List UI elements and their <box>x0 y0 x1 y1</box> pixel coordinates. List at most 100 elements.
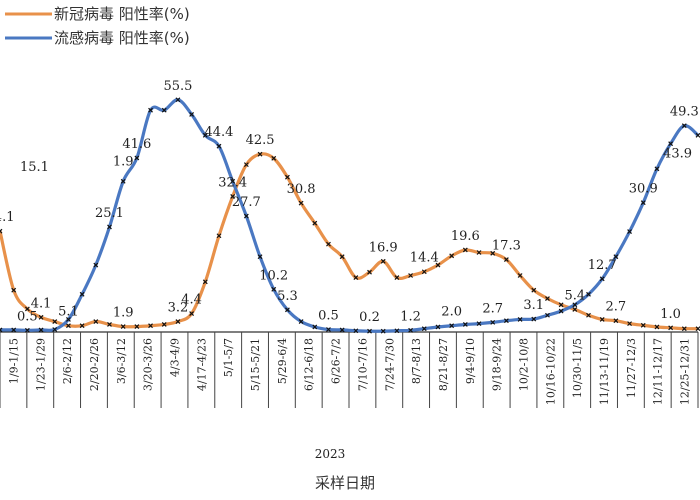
x-tick-label: 5/15-5/21 <box>249 338 262 391</box>
data-label: 17.3 <box>492 239 521 254</box>
series-line-1 <box>0 98 700 333</box>
data-point-1 <box>531 316 537 322</box>
data-point-0 <box>148 323 153 329</box>
data-point-0 <box>408 273 414 278</box>
x-tick-label: 9/18-9/24 <box>491 338 504 391</box>
x-tick-label: 3/6-3/12 <box>115 338 128 384</box>
data-point-1 <box>38 327 44 333</box>
data-point-1 <box>216 143 222 149</box>
data-label: 30.8 <box>287 182 316 197</box>
data-point-0 <box>353 275 359 281</box>
data-label: 2.7 <box>606 300 627 315</box>
data-point-0 <box>52 319 58 324</box>
data-point-1 <box>79 291 85 297</box>
data-label: 14.4 <box>410 251 439 266</box>
data-point-1 <box>380 328 386 334</box>
data-point-1 <box>271 286 277 292</box>
x-tick-label: 5/1-5/7 <box>222 338 235 377</box>
data-point-0 <box>93 319 99 324</box>
data-label: 12.7 <box>588 258 617 273</box>
x-tick-label: 10/16-10/22 <box>544 338 557 405</box>
data-point-0 <box>367 269 372 275</box>
data-point-0 <box>654 324 660 330</box>
data-point-0 <box>490 250 496 256</box>
data-point-1 <box>695 132 700 138</box>
data-label: 5.1 <box>58 305 79 320</box>
data-point-1 <box>599 276 605 282</box>
data-point-1 <box>545 312 550 318</box>
data-point-1 <box>503 318 509 324</box>
data-point-0 <box>517 273 523 278</box>
data-label: 5.3 <box>277 289 298 304</box>
data-label: 10.2 <box>259 268 288 283</box>
data-point-1 <box>120 178 126 184</box>
data-point-0 <box>79 323 85 329</box>
data-point-0 <box>312 220 318 226</box>
data-point-0 <box>476 250 482 255</box>
data-point-0 <box>531 287 537 293</box>
data-point-1 <box>24 327 30 333</box>
data-point-1 <box>0 327 3 333</box>
data-point-0 <box>668 325 674 331</box>
data-point-0 <box>339 254 345 260</box>
x-tick-labels: 1/9-1/15 1/23-1/29 2/6-2/12 2/20-2/26 3/6-3/… <box>7 338 691 405</box>
series-layer <box>0 97 700 334</box>
data-point-1 <box>284 307 290 313</box>
data-point-1 <box>11 327 17 333</box>
data-point-0 <box>216 233 222 239</box>
x-tick-label: 12/25-12/31 <box>679 338 692 405</box>
x-tick-label: 12/11-12/17 <box>652 338 665 405</box>
data-point-0 <box>681 326 687 332</box>
data-point-0 <box>326 241 331 247</box>
x-tick-label: 5/29-6/4 <box>276 338 289 384</box>
data-point-1 <box>449 323 455 329</box>
data-point-0 <box>161 322 167 327</box>
data-label: 3.1 <box>523 298 544 313</box>
data-point-0 <box>284 174 290 180</box>
data-point-1 <box>189 111 195 117</box>
data-point-1 <box>66 317 71 322</box>
data-point-1 <box>627 229 632 234</box>
data-point-0 <box>202 279 208 285</box>
data-point-1 <box>394 328 400 334</box>
data-point-1 <box>339 327 345 333</box>
data-point-0 <box>175 319 181 324</box>
data-point-1 <box>490 319 496 325</box>
legend: 新冠病毒 阳性率(%) 流感病毒 阳性率(%) <box>5 5 190 47</box>
data-point-1 <box>202 132 208 138</box>
data-point-0 <box>640 322 646 328</box>
data-label: 19.6 <box>451 229 480 244</box>
data-point-1 <box>462 322 468 327</box>
data-point-0 <box>435 262 441 268</box>
data-label: 5.4 <box>564 288 585 303</box>
legend-label-covid: 新冠病毒 阳性率(%) <box>54 5 190 23</box>
x-tick-label: 9/4-9/10 <box>464 338 477 384</box>
x-axis-title: 采样日期 <box>315 474 375 492</box>
data-point-1 <box>257 254 263 260</box>
data-label: 2.7 <box>482 301 503 316</box>
data-point-0 <box>599 317 605 322</box>
x-tick-label: 3/20-3/26 <box>142 338 155 391</box>
data-point-1 <box>312 324 318 330</box>
data-point-0 <box>462 247 468 253</box>
data-point-0 <box>503 257 509 263</box>
data-label: 16.9 <box>369 240 398 255</box>
data-point-1 <box>93 262 99 268</box>
data-labels: 24.1 4.1 5.1 1.9 3.24.4 32.4 42.5 30.8 16.9 14.4 1… <box>0 79 699 325</box>
data-point-0 <box>230 193 236 199</box>
data-point-0 <box>421 269 427 275</box>
data-label: 24.1 <box>0 210 14 225</box>
x-tick-label: 7/24-7/30 <box>383 338 396 391</box>
data-point-1 <box>476 321 482 327</box>
data-point-0 <box>572 306 578 312</box>
data-point-0 <box>449 253 455 259</box>
data-label: 0.5 <box>17 309 38 324</box>
data-point-1 <box>517 317 523 322</box>
data-point-0 <box>66 323 71 329</box>
x-tick-label: 11/27-12/3 <box>625 338 638 398</box>
x-tick-label: 10/2-10/8 <box>518 338 531 391</box>
data-point-0 <box>394 275 400 281</box>
data-point-1 <box>298 319 304 324</box>
legend-label-flu: 流感病毒 阳性率(%) <box>54 29 190 47</box>
x-tick-label: 8/21-8/27 <box>437 338 450 391</box>
